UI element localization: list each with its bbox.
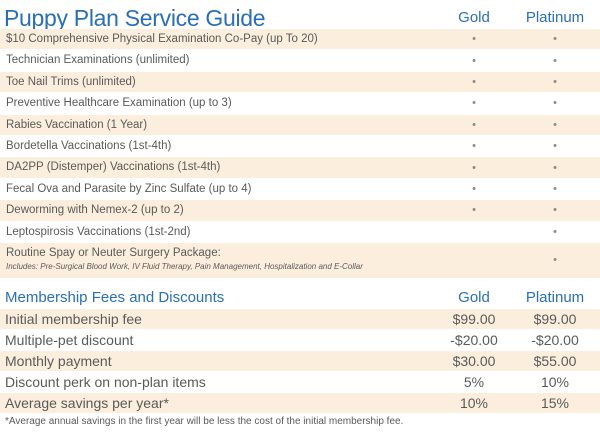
gold-included-marker: • <box>472 54 476 67</box>
table-row: Average savings per year* 10% 15% <box>0 393 600 414</box>
service-label: Fecal Ova and Parasite by Zinc Sulfate (… <box>6 182 252 195</box>
fees-column-header-gold: Gold <box>458 289 490 306</box>
service-note: Includes: Pre-Surgical Blood Work, IV Fl… <box>6 261 363 271</box>
gold-included-marker: • <box>472 204 476 217</box>
table-row: $10 Comprehensive Physical Examination C… <box>0 29 600 51</box>
platinum-included-marker: • <box>553 54 557 67</box>
table-row: Discount perk on non-plan items 5% 10% <box>0 372 600 393</box>
table-row: Monthly payment $30.00 $55.00 <box>0 351 600 372</box>
fee-label: Monthly payment <box>5 353 112 369</box>
table-row: Preventive Healthcare Examination (up to… <box>0 93 600 115</box>
platinum-included-marker: • <box>553 182 557 195</box>
service-label: Routine Spay or Neuter Surgery Package: <box>6 246 221 259</box>
gold-included-marker: • <box>472 33 476 46</box>
platinum-included-marker: • <box>553 204 557 217</box>
table-row: DA2PP (Distemper) Vaccinations (1st-4th)… <box>0 157 600 179</box>
fee-platinum-value: 10% <box>540 374 570 390</box>
fee-label: Multiple-pet discount <box>5 332 134 348</box>
table-row: Technician Examinations (unlimited) • • <box>0 50 600 72</box>
table-row: Fecal Ova and Parasite by Zinc Sulfate (… <box>0 179 600 201</box>
fee-label: Average savings per year* <box>5 395 169 411</box>
gold-included-marker: • <box>472 75 476 88</box>
service-label: Leptospirosis Vaccinations (1st-2nd) <box>6 225 191 238</box>
fees-table: Initial membership fee $99.00 $99.00 Mul… <box>0 309 600 414</box>
service-label: Rabies Vaccination (1 Year) <box>6 118 148 131</box>
fees-section-title: Membership Fees and Discounts <box>5 289 225 306</box>
service-guide-header: Puppy Plan Service Guide Gold Platinum <box>0 0 600 34</box>
platinum-included-marker: • <box>553 254 557 267</box>
platinum-included-marker: • <box>553 140 557 153</box>
column-header-platinum: Platinum <box>525 9 585 26</box>
table-row: Rabies Vaccination (1 Year) • • <box>0 114 600 136</box>
fee-gold-value: 10% <box>459 395 489 411</box>
fees-column-header-platinum: Platinum <box>525 289 585 306</box>
service-table: $10 Comprehensive Physical Examination C… <box>0 29 600 279</box>
fee-label: Discount perk on non-plan items <box>5 374 206 390</box>
service-label: DA2PP (Distemper) Vaccinations (1st-4th) <box>6 161 221 174</box>
table-row: Deworming with Nemex-2 (up to 2) • • <box>0 200 600 222</box>
service-label: Bordetella Vaccinations (1st-4th) <box>6 139 172 152</box>
platinum-included-marker: • <box>553 75 557 88</box>
footnote: *Average annual savings in the first yea… <box>5 416 404 427</box>
table-row: Bordetella Vaccinations (1st-4th) • • <box>0 136 600 158</box>
fees-header: Membership Fees and Discounts Gold Plati… <box>0 286 600 310</box>
fee-platinum-value: $99.00 <box>533 311 577 327</box>
gold-included-marker: • <box>472 118 476 131</box>
table-row: Toe Nail Trims (unlimited) • • <box>0 71 600 94</box>
table-row: Routine Spay or Neuter Surgery Package: … <box>0 242 600 279</box>
platinum-included-marker: • <box>553 225 557 238</box>
service-label: Technician Examinations (unlimited) <box>6 54 190 67</box>
service-label: $10 Comprehensive Physical Examination C… <box>6 33 318 45</box>
fee-platinum-value: -$20.00 <box>531 332 579 348</box>
fee-gold-value: $99.00 <box>452 311 496 327</box>
fee-label: Initial membership fee <box>5 311 142 327</box>
fee-platinum-value: $55.00 <box>533 353 577 369</box>
fee-gold-value: 5% <box>463 374 485 390</box>
gold-included-marker: • <box>472 140 476 153</box>
column-header-gold: Gold <box>458 9 490 26</box>
gold-included-marker: • <box>472 161 476 174</box>
table-row: Initial membership fee $99.00 $99.00 <box>0 309 600 330</box>
platinum-included-marker: • <box>553 97 557 110</box>
page-title: Puppy Plan Service Guide <box>4 5 266 31</box>
table-row: Leptospirosis Vaccinations (1st-2nd) • <box>0 222 600 243</box>
service-label: Toe Nail Trims (unlimited) <box>6 75 136 88</box>
gold-included-marker: • <box>472 182 476 195</box>
platinum-included-marker: • <box>553 33 557 46</box>
service-label: Deworming with Nemex-2 (up to 2) <box>6 204 184 217</box>
fee-platinum-value: 15% <box>540 395 570 411</box>
table-row: Multiple-pet discount -$20.00 -$20.00 <box>0 330 600 351</box>
fee-gold-value: -$20.00 <box>450 332 498 348</box>
service-label: Preventive Healthcare Examination (up to… <box>6 97 232 110</box>
fee-gold-value: $30.00 <box>452 353 496 369</box>
platinum-included-marker: • <box>553 118 557 131</box>
platinum-included-marker: • <box>553 161 557 174</box>
gold-included-marker: • <box>472 97 476 110</box>
